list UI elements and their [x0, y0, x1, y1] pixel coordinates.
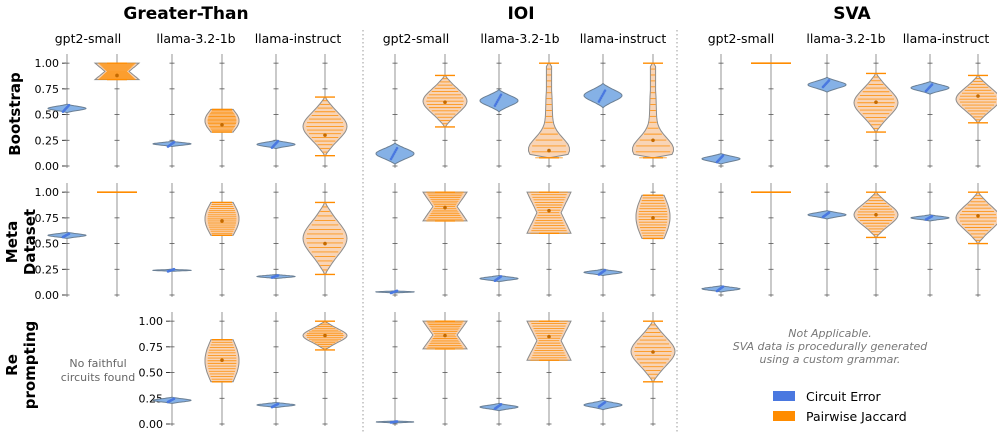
- pairwise-jaccard-median: [874, 100, 878, 105]
- pairwise-jaccard-median: [443, 333, 447, 338]
- circuit-error-point: [721, 285, 725, 288]
- y-tick-label: 0.50: [35, 238, 60, 251]
- circuit-error-point: [721, 154, 725, 157]
- group-title-sva: SVA: [833, 4, 871, 24]
- circuit-error-point: [827, 211, 831, 214]
- circuit-error-point: [172, 267, 176, 271]
- model-label-gt-llama: llama-3.2-1b: [156, 31, 235, 46]
- legend-label-circuit-error: Circuit Error: [806, 389, 882, 404]
- legend-swatch-circuit-error: [773, 391, 795, 401]
- pairwise-jaccard-median: [874, 212, 878, 217]
- circuit-error-point: [276, 402, 280, 406]
- circuit-error-point: [603, 400, 607, 404]
- circuit-error-point: [603, 89, 607, 92]
- circuit-error-point: [172, 140, 176, 144]
- na-note-line3: using a custom grammar.: [760, 353, 901, 366]
- na-note-line1: Not Applicable.: [788, 327, 871, 340]
- circuit-error-point: [499, 403, 503, 406]
- y-tick-label: 0.50: [35, 109, 60, 122]
- pairwise-jaccard-median: [323, 241, 327, 246]
- y-axis-ticks: 0.00 0.25 0.50 0.75 1.00 0.00 0.25 0.50 0.75 1.00…: [35, 57, 170, 431]
- group-separators: [362, 30, 678, 432]
- labels: Greater-Than IOI SVA gpt2-small llama-3.…: [3, 4, 989, 424]
- circuit-error-point: [499, 93, 503, 97]
- pairwise-jaccard-median: [651, 138, 655, 143]
- pairwise-jaccard-median: [443, 205, 447, 210]
- circuit-error-point: [67, 232, 71, 236]
- model-label-ioi-instruct: llama-instruct: [580, 31, 667, 46]
- circuit-error-point: [67, 103, 71, 107]
- circuit-error-point: [395, 146, 399, 150]
- y-tick-label: 0.00: [35, 289, 60, 302]
- pairwise-jaccard-median: [547, 148, 551, 153]
- y-tick-label: 0.75: [35, 83, 60, 96]
- pairwise-jaccard-median: [651, 216, 655, 220]
- circuit-error-point: [930, 83, 934, 86]
- model-label-ioi-gpt2: gpt2-small: [383, 31, 450, 46]
- y-tick-label: 1.00: [139, 315, 164, 328]
- y-tick-label: 0.75: [139, 341, 164, 354]
- circuit-error-point: [276, 139, 280, 143]
- y-tick-label: 0.75: [35, 212, 60, 225]
- y-tick-label: 0.50: [139, 367, 164, 380]
- y-tick-label: 0.25: [35, 134, 60, 147]
- model-label-sva-llama: llama-3.2-1b: [806, 31, 885, 46]
- circuit-error-point: [172, 397, 176, 401]
- violins: [47, 54, 997, 426]
- no-faithful-note-line1: No faithful: [69, 357, 126, 370]
- pairwise-jaccard-median: [651, 350, 655, 354]
- y-tick-label: 0.25: [139, 392, 164, 405]
- model-label-gt-instruct: llama-instruct: [255, 31, 342, 46]
- y-tick-label: 1.00: [35, 186, 60, 199]
- circuit-error-point: [827, 79, 831, 82]
- row-label-reprompting-line1: Re: [3, 354, 21, 376]
- y-tick-label: 0.00: [35, 160, 60, 173]
- y-tick-label: 0.00: [139, 418, 164, 431]
- group-title-greater-than: Greater-Than: [123, 4, 248, 24]
- pairwise-jaccard-median: [323, 133, 327, 137]
- model-label-sva-instruct: llama-instruct: [903, 31, 990, 46]
- pairwise-jaccard-median: [220, 358, 224, 363]
- pairwise-jaccard-median: [443, 100, 447, 105]
- pairwise-jaccard-median: [976, 94, 980, 98]
- circuit-error-point: [276, 274, 280, 277]
- circuit-error-point: [395, 289, 399, 293]
- y-tick-label: 0.25: [35, 263, 60, 276]
- legend-swatch-pairwise-jaccard: [773, 411, 795, 421]
- group-title-ioi: IOI: [507, 4, 534, 24]
- row-label-meta-line1: Meta: [3, 221, 21, 263]
- no-faithful-note-line2: circuits found: [61, 371, 136, 384]
- model-label-gt-gpt2: gpt2-small: [55, 31, 122, 46]
- pairwise-jaccard-median: [547, 208, 551, 213]
- row-label-meta-line2: Dataset: [21, 209, 39, 275]
- pairwise-jaccard-median: [323, 333, 327, 338]
- model-label-sva-gpt2: gpt2-small: [708, 31, 775, 46]
- circuit-error-point: [930, 214, 934, 218]
- y-tick-label: 1.00: [35, 57, 60, 70]
- pairwise-jaccard-median: [547, 334, 551, 339]
- pairwise-jaccard-median: [220, 219, 224, 223]
- pairwise-jaccard-median: [976, 214, 980, 218]
- legend-label-pairwise-jaccard: Pairwise Jaccard: [806, 409, 907, 424]
- circuit-error-point: [499, 275, 503, 278]
- model-label-ioi-llama: llama-3.2-1b: [480, 31, 559, 46]
- circuit-error-point: [603, 268, 607, 272]
- na-note-line2: SVA data is procedurally generated: [733, 340, 929, 353]
- circuit-error-point: [395, 420, 399, 423]
- circuit-error-violin: [807, 77, 847, 93]
- row-label-bootstrap: Bootstrap: [6, 72, 24, 156]
- pairwise-jaccard-median: [115, 73, 119, 78]
- row-label-reprompting-line2: prompting: [21, 321, 39, 410]
- pairwise-jaccard-median: [220, 123, 224, 127]
